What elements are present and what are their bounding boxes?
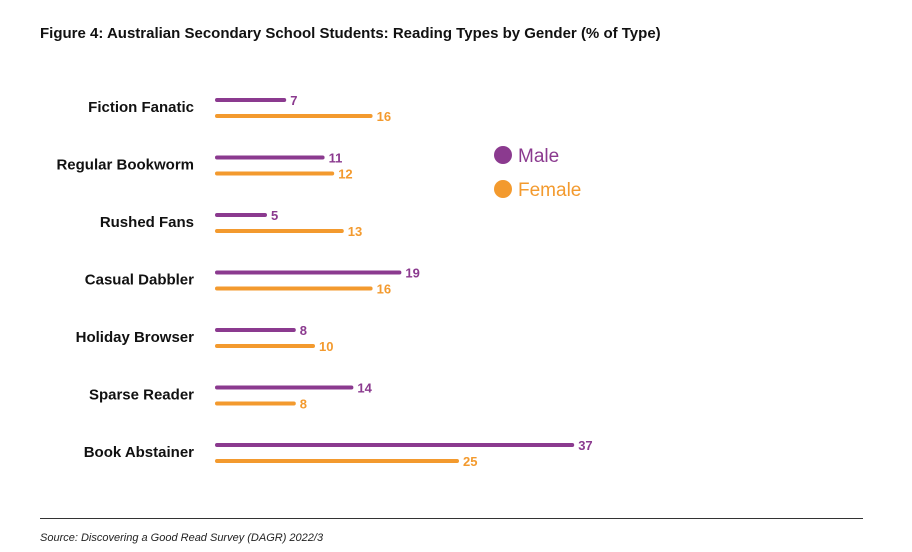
divider	[40, 518, 863, 519]
category-label: Holiday Browser	[76, 329, 195, 346]
legend-marker-female	[494, 180, 512, 198]
data-label: 16	[377, 282, 391, 297]
data-label: 13	[348, 224, 362, 239]
data-label: 19	[405, 266, 419, 281]
data-label: 16	[377, 109, 391, 124]
data-label: 8	[300, 397, 307, 412]
data-label: 7	[290, 93, 297, 108]
data-label: 5	[271, 208, 278, 223]
legend-label: Male	[518, 146, 559, 167]
category-label: Sparse Reader	[89, 387, 194, 404]
category-label: Regular Bookworm	[56, 157, 194, 174]
data-label: 11	[329, 151, 343, 166]
chart-title: Figure 4: Australian Secondary School St…	[40, 25, 661, 42]
data-label: 10	[319, 339, 333, 354]
legend-marker-male	[494, 146, 512, 164]
category-label: Fiction Fanatic	[88, 99, 194, 116]
data-label: 12	[338, 167, 352, 182]
category-label: Rushed Fans	[100, 214, 194, 231]
data-label: 8	[300, 323, 307, 338]
data-label: 14	[357, 381, 372, 396]
data-label: 25	[463, 454, 477, 469]
legend-label: Female	[518, 180, 581, 201]
data-label: 37	[578, 438, 592, 453]
source-note: Source: Discovering a Good Read Survey (…	[40, 532, 324, 544]
category-label: Book Abstainer	[84, 444, 194, 461]
category-label: Casual Dabbler	[85, 272, 194, 289]
